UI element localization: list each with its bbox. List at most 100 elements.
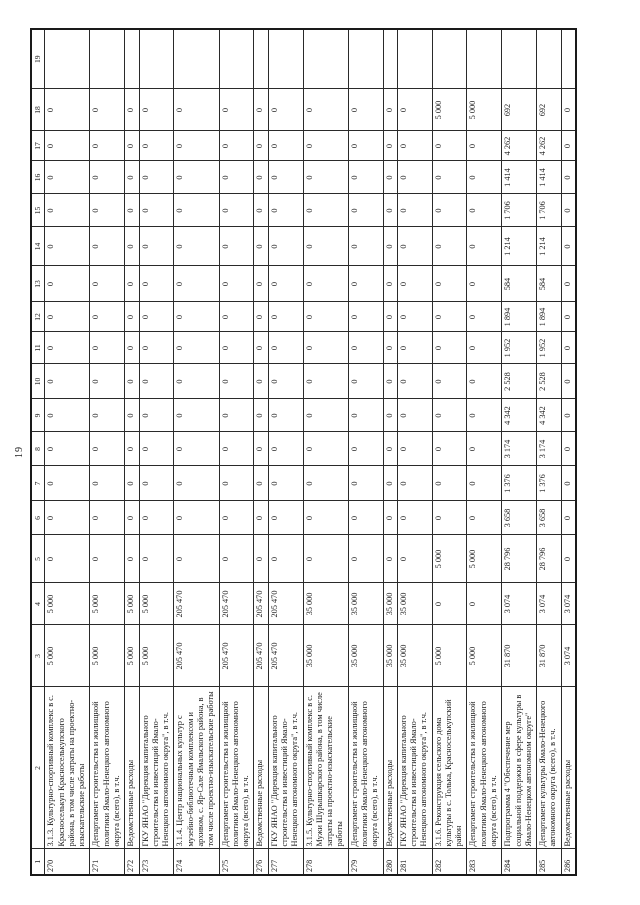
value-cell: 0 — [219, 364, 254, 399]
value-cell: 0 — [303, 432, 349, 466]
value-cell: 205 470 — [173, 625, 220, 687]
value-cell: 0 — [466, 432, 502, 466]
value-cell: 0 — [561, 535, 576, 583]
value-cell: 0 — [561, 266, 576, 302]
description-cell: Ведомственные расходы — [561, 687, 576, 849]
row-number-cell: 277 — [268, 849, 304, 875]
row-number-cell: 278 — [303, 849, 349, 875]
value-cell: 5 000 — [139, 625, 174, 687]
value-cell: 0 — [44, 399, 90, 432]
value-cell — [124, 29, 140, 89]
value-cell: 1 952 — [536, 332, 562, 364]
row-number-cell: 280 — [383, 849, 398, 875]
value-cell: 0 — [219, 302, 254, 332]
value-cell: 0 — [253, 535, 269, 583]
value-cell: 0 — [432, 501, 467, 535]
value-cell: 28 796 — [501, 535, 537, 583]
value-cell: 0 — [466, 399, 502, 432]
value-cell: 0 — [397, 501, 433, 535]
value-cell: 0 — [124, 131, 140, 161]
value-cell: 0 — [268, 466, 304, 501]
description-cell: Департамент строительства и жилищной пол… — [89, 687, 125, 849]
value-cell: 0 — [219, 89, 254, 131]
value-cell: 0 — [268, 399, 304, 432]
value-cell: 0 — [173, 399, 220, 432]
value-cell: 0 — [432, 332, 467, 364]
budget-table: 1 2 3 4 5 6 7 8 9 10 11 12 13 14 15 16 17 18 19 270 3.1.3. К… — [30, 28, 577, 876]
table-row: 276 Ведомственные расходы 205 470 205 470 0 0… — [253, 29, 269, 875]
value-cell: 0 — [432, 432, 467, 466]
column-header: 17 — [31, 131, 45, 161]
value-cell: 692 — [501, 89, 537, 131]
value-cell: 5 000 — [466, 535, 502, 583]
value-cell: 0 — [219, 131, 254, 161]
value-cell: 0 — [89, 302, 125, 332]
value-cell: 1 706 — [501, 194, 537, 227]
value-cell: 0 — [268, 364, 304, 399]
table-row: 270 3.1.3. Культурно-спортивный комплекс … — [44, 29, 90, 875]
table-row: 272 Ведомственные расходы 5 000 5 000 0 0 0 0 0 0… — [124, 29, 140, 875]
value-cell: 0 — [383, 194, 398, 227]
value-cell: 0 — [348, 535, 383, 583]
value-cell: 4 262 — [501, 131, 537, 161]
value-cell: 0 — [44, 131, 90, 161]
value-cell — [139, 29, 174, 89]
value-cell: 5 000 — [124, 625, 140, 687]
value-cell: 0 — [173, 194, 220, 227]
value-cell: 0 — [466, 131, 502, 161]
value-cell: 0 — [561, 161, 576, 194]
value-cell: 0 — [303, 227, 349, 266]
value-cell: 1 376 — [501, 466, 537, 501]
value-cell: 0 — [219, 432, 254, 466]
value-cell: 35 000 — [303, 625, 349, 687]
value-cell: 0 — [397, 535, 433, 583]
table-row: 277 ГКУ ЯНАО "Дирекция капитального строи… — [268, 29, 304, 875]
row-number-cell: 271 — [89, 849, 125, 875]
value-cell: 5 000 — [466, 625, 502, 687]
value-cell: 0 — [383, 466, 398, 501]
value-cell: 0 — [139, 89, 174, 131]
value-cell: 0 — [44, 266, 90, 302]
value-cell: 2 528 — [536, 364, 562, 399]
value-cell: 4 262 — [536, 131, 562, 161]
value-cell: 0 — [397, 227, 433, 266]
value-cell: 0 — [173, 131, 220, 161]
value-cell: 0 — [561, 194, 576, 227]
value-cell: 4 342 — [536, 399, 562, 432]
description-cell: Ведомственные расходы — [253, 687, 269, 849]
value-cell: 0 — [173, 535, 220, 583]
description-cell: Департамент культуры Ямало-Ненецкого авт… — [536, 687, 562, 849]
value-cell: 1 414 — [501, 161, 537, 194]
value-cell: 0 — [124, 227, 140, 266]
column-header: 15 — [31, 194, 45, 227]
value-cell: 0 — [89, 194, 125, 227]
value-cell: 0 — [348, 432, 383, 466]
value-cell: 0 — [303, 302, 349, 332]
column-header: 7 — [31, 466, 45, 501]
value-cell: 0 — [303, 399, 349, 432]
value-cell: 1 894 — [536, 302, 562, 332]
value-cell: 1 414 — [536, 161, 562, 194]
value-cell: 0 — [348, 302, 383, 332]
value-cell: 205 470 — [253, 583, 269, 625]
value-cell: 0 — [383, 364, 398, 399]
value-cell: 692 — [536, 89, 562, 131]
row-number-cell: 275 — [219, 849, 254, 875]
column-header: 4 — [31, 583, 45, 625]
table-row: 274 3.1.4. Центр национальных культур с м… — [173, 29, 220, 875]
value-cell: 0 — [383, 266, 398, 302]
value-cell: 0 — [253, 266, 269, 302]
value-cell: 0 — [124, 161, 140, 194]
value-cell: 5 000 — [89, 583, 125, 625]
value-cell: 0 — [253, 399, 269, 432]
value-cell: 0 — [124, 194, 140, 227]
value-cell: 0 — [397, 332, 433, 364]
value-cell: 0 — [432, 302, 467, 332]
value-cell: 0 — [466, 302, 502, 332]
value-cell: 0 — [173, 227, 220, 266]
value-cell: 0 — [383, 535, 398, 583]
value-cell — [303, 29, 349, 89]
value-cell: 0 — [466, 364, 502, 399]
value-cell: 0 — [139, 194, 174, 227]
